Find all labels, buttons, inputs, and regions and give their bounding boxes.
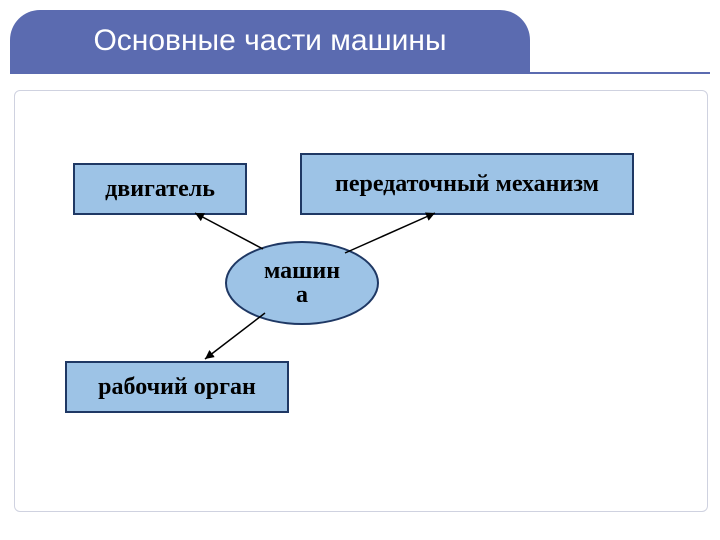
header-bar: Основные части машины [10, 10, 530, 72]
node-transmission-label: передаточный механизм [335, 171, 599, 197]
node-working: рабочий орган [65, 361, 289, 413]
node-machine-label: машин а [264, 259, 340, 307]
node-engine: двигатель [73, 163, 247, 215]
edge-machine-transmission [345, 213, 435, 253]
node-engine-label: двигатель [105, 176, 215, 202]
edge-machine-working [205, 313, 265, 359]
edge-machine-engine [195, 213, 263, 249]
node-working-label: рабочий орган [98, 374, 256, 400]
page-title: Основные части машины [10, 10, 530, 72]
header-underline [10, 72, 710, 74]
node-transmission: передаточный механизм [300, 153, 634, 215]
node-machine: машин а [225, 241, 379, 325]
content-panel: двигатель передаточный механизм машин а … [14, 90, 708, 512]
slide: { "title": "Основные части машины", "col… [0, 0, 720, 540]
